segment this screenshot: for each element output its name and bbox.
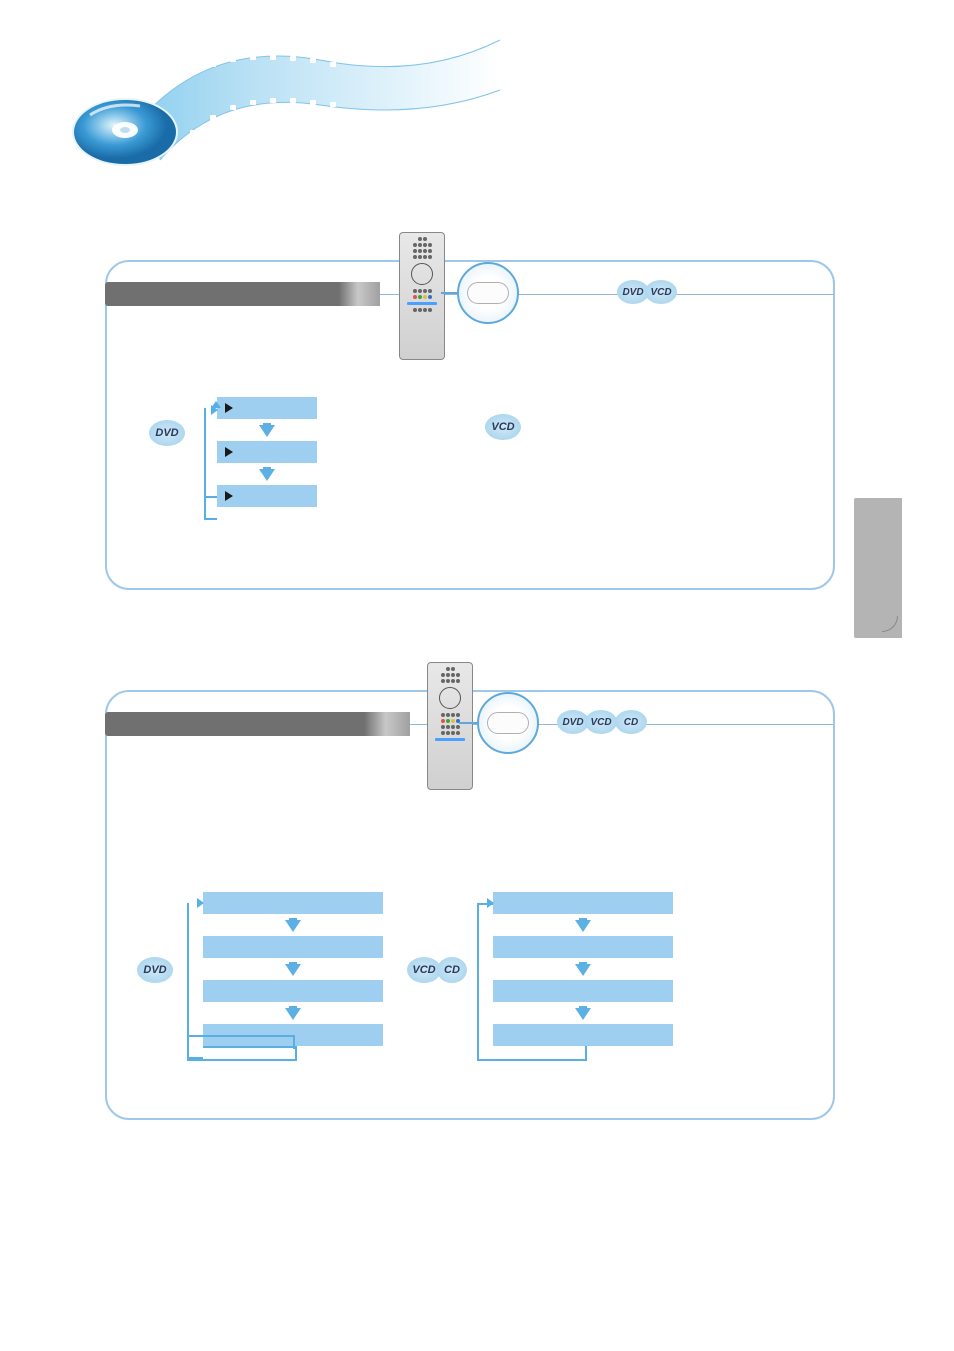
section-1-card: DVD VCD DVD VCD — [105, 260, 835, 590]
flow-box — [217, 397, 317, 419]
flow-return-line — [295, 1046, 297, 1061]
flow-return-line — [187, 1059, 297, 1061]
play-icon — [225, 403, 233, 413]
arrow-down-icon — [575, 918, 591, 932]
flow-box — [203, 936, 383, 958]
remote-control-icon — [399, 232, 445, 360]
flow-box — [217, 485, 317, 507]
dvd-badge: DVD — [137, 957, 173, 983]
play-icon — [225, 447, 233, 457]
side-tab-arc-icon — [882, 616, 898, 632]
flow-box — [493, 892, 673, 914]
arrow-right-icon — [487, 898, 494, 908]
flow-box — [493, 936, 673, 958]
flow-box — [203, 980, 383, 1002]
arrow-down-icon — [285, 962, 301, 976]
arrow-down-icon — [285, 918, 301, 932]
flow-return-line — [203, 1046, 295, 1048]
callout-button-icon — [457, 262, 519, 324]
section-1-title-bar — [105, 282, 380, 306]
section-2-title-bar — [105, 712, 410, 736]
callout-button-icon — [477, 692, 539, 754]
flow-box — [493, 1024, 673, 1046]
vcd-badge: VCD — [485, 414, 521, 440]
dvd-badge: DVD — [149, 420, 185, 446]
section-2-card: DVD VCD CD DVD VCD CD — [105, 690, 835, 1120]
flow-return-line — [204, 408, 217, 520]
remote-control-icon — [427, 662, 473, 790]
cd-badge: CD — [615, 710, 647, 734]
dvd-disc-icon — [70, 90, 190, 170]
vcd-badge: VCD — [585, 710, 617, 734]
vcd-badge: VCD — [645, 280, 677, 304]
arrow-down-icon — [259, 467, 275, 481]
flow-box — [493, 980, 673, 1002]
flow-return-line — [477, 903, 479, 1061]
play-icon — [225, 491, 233, 501]
side-tab — [854, 498, 902, 638]
flow-box — [217, 441, 317, 463]
arrow-down-icon — [575, 1006, 591, 1020]
arrow-down-icon — [575, 962, 591, 976]
arrow-right-icon — [211, 405, 218, 415]
flow-return-line — [187, 903, 189, 1061]
page-root: DVD VCD DVD VCD — [0, 0, 954, 1351]
cd-badge: CD — [437, 957, 467, 983]
flow-return-line — [477, 1059, 587, 1061]
flow-return-line — [187, 1035, 295, 1037]
arrow-down-icon — [285, 1006, 301, 1020]
arrow-right-icon — [197, 898, 204, 908]
vcd-badge: VCD — [407, 957, 441, 983]
flow-return-line — [585, 1046, 587, 1061]
flow-return-line — [204, 496, 217, 498]
header-filmstrip — [60, 20, 560, 200]
flow-box — [203, 892, 383, 914]
arrow-down-icon — [259, 423, 275, 437]
